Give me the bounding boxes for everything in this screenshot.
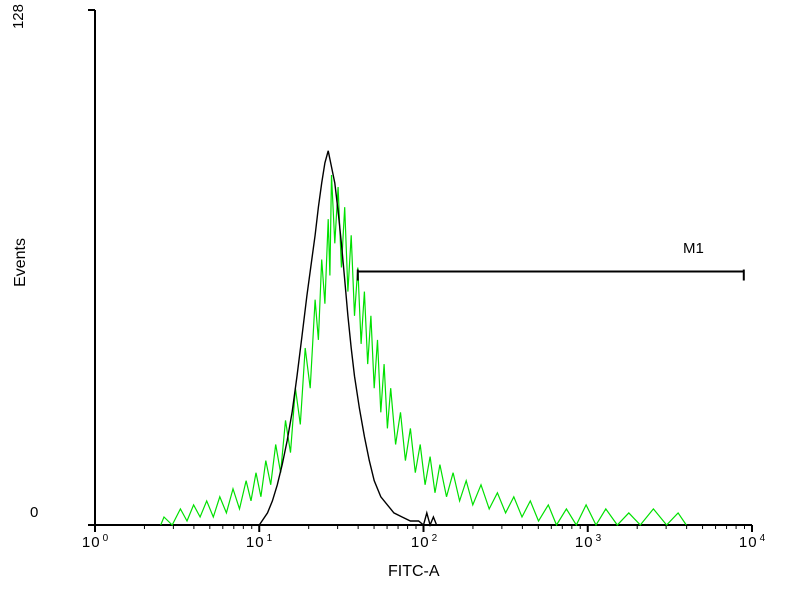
y-tick-label-max: 128 [10, 4, 27, 30]
x-tick-label-0: 10 0 [82, 533, 108, 551]
x-tick-exponent: 2 [431, 533, 438, 544]
y-tick-label-zero: 0 [30, 504, 39, 521]
x-tick-label-3: 10 3 [575, 533, 601, 551]
x-tick-exponent: 1 [266, 533, 273, 544]
x-axis-title: FITC-A [388, 563, 440, 580]
x-tick-label-1: 10 1 [246, 533, 272, 551]
x-tick-base: 10 [574, 534, 594, 551]
x-tick-label-2: 10 2 [411, 533, 437, 551]
x-tick-base: 10 [738, 534, 758, 551]
x-tick-base: 10 [410, 534, 430, 551]
x-tick-base: 10 [81, 534, 101, 551]
x-tick-base: 10 [245, 534, 265, 551]
x-tick-exponent: 0 [102, 533, 109, 544]
gate-m1-label: M1 [683, 240, 704, 257]
x-tick-exponent: 3 [595, 533, 602, 544]
y-axis-title: Events [12, 238, 29, 287]
x-tick-label-4: 10 4 [739, 533, 765, 551]
x-tick-exponent: 4 [759, 533, 766, 544]
